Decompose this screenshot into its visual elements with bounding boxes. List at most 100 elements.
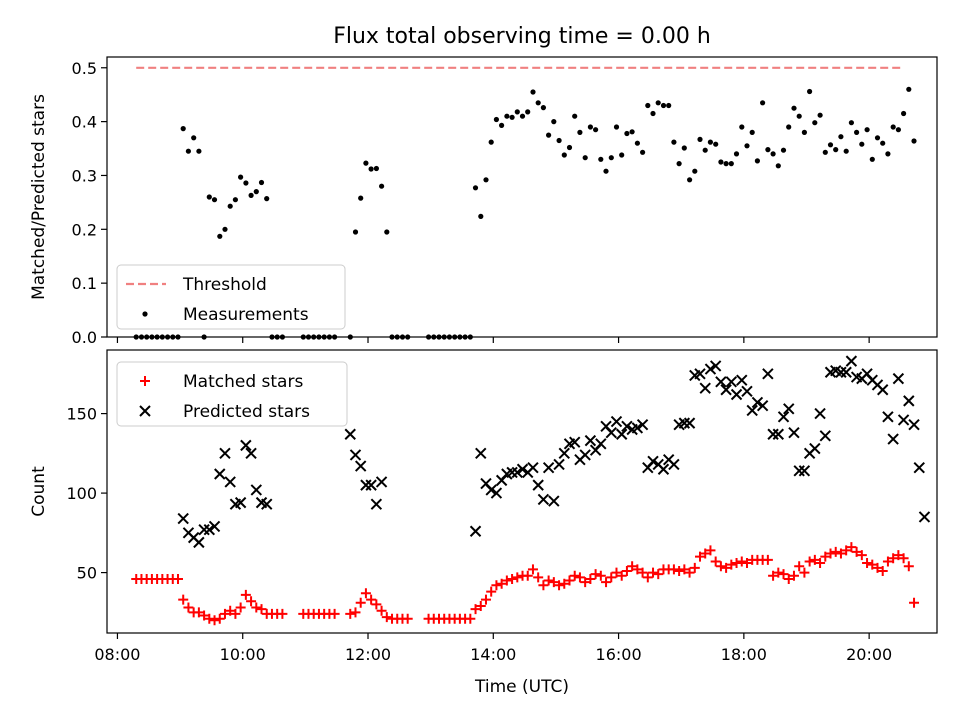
matched-star-point: [209, 615, 220, 626]
predicted-star-point: [793, 465, 805, 477]
measurement-point: [817, 112, 823, 118]
measurement-point: [848, 120, 855, 126]
measurement-point: [702, 147, 708, 153]
series-predicted-stars: [177, 355, 931, 549]
measurement-point: [519, 113, 526, 119]
measurement-point: [384, 229, 390, 235]
measurement-point: [645, 102, 651, 109]
matched-star-point: [256, 604, 267, 615]
predicted-star-point: [809, 442, 821, 455]
predicted-star-point: [360, 479, 372, 491]
predicted-star-point: [699, 382, 711, 394]
matched-star-point: [794, 561, 805, 572]
measurement-point: [253, 189, 259, 195]
predicted-star-point: [736, 374, 748, 386]
measurement-point: [833, 147, 839, 153]
measurement-point: [514, 109, 520, 115]
measurement-point: [838, 134, 844, 140]
measurement-point: [551, 119, 557, 125]
y-tick-label: 150: [66, 405, 97, 424]
y-tick-label: 100: [66, 484, 97, 503]
predicted-star-point: [354, 460, 367, 472]
measurement-point: [807, 88, 813, 95]
measurement-point: [624, 130, 630, 137]
matched-star-point: [710, 556, 721, 567]
matched-star-point: [627, 561, 638, 572]
x-tick-label: 16:00: [596, 645, 642, 664]
matched-star-point: [538, 580, 549, 591]
predicted-star-point: [798, 465, 811, 477]
matched-star-point: [199, 610, 210, 621]
measurement-point: [749, 129, 755, 135]
matched-star-point: [909, 597, 920, 608]
matched-star-point: [527, 564, 538, 575]
matched-star-point: [183, 602, 194, 613]
measurement-point: [859, 141, 865, 147]
matched-star-point: [240, 589, 251, 600]
measurement-point: [238, 174, 244, 180]
predicted-star-point: [506, 466, 518, 479]
matched-star-point: [501, 575, 512, 586]
measurement-point: [650, 110, 656, 117]
measurement-point: [185, 148, 191, 154]
measurement-point: [812, 120, 818, 126]
measurement-point: [363, 160, 369, 166]
matched-star-point: [522, 570, 533, 581]
measurement-point: [232, 197, 238, 203]
measurement-point: [619, 152, 625, 158]
predicted-star-point: [224, 476, 236, 488]
matched-star-point: [230, 608, 241, 619]
axes-frame: [106, 56, 938, 338]
predicted-star-point: [610, 415, 623, 428]
measurement-point: [577, 129, 583, 135]
matched-star-point: [851, 546, 862, 557]
predicted-star-point: [704, 363, 717, 375]
measurement-point: [707, 139, 714, 145]
predicted-star-point: [683, 417, 696, 429]
matched-star-point: [235, 602, 246, 613]
y-tick-label: 0.0: [72, 328, 97, 347]
legend: Threshold Measurements: [116, 264, 346, 330]
y-axis-label: Matched/Predicted stars: [29, 94, 49, 300]
measurement-point: [775, 163, 781, 169]
measurement-point: [499, 122, 505, 128]
predicted-star-point: [709, 360, 722, 372]
y-tick-label: 50: [77, 564, 97, 583]
predicted-star-point: [819, 430, 831, 442]
measurement-point: [697, 136, 703, 142]
measurement-point: [822, 149, 828, 155]
measurement-point: [546, 132, 552, 138]
measurement-point: [676, 161, 682, 167]
predicted-star-point: [569, 436, 581, 448]
predicted-star-point: [762, 368, 774, 380]
measurement-point: [556, 137, 562, 144]
matched-star-point: [376, 605, 387, 616]
measurement-point: [895, 127, 902, 133]
predicted-star-point: [668, 458, 680, 471]
predicted-star-point: [558, 447, 570, 460]
matched-star-point: [595, 570, 606, 581]
matched-star-point: [684, 567, 695, 578]
predicted-star-point: [584, 434, 597, 447]
measurement-point: [352, 229, 359, 235]
matched-star-point: [480, 594, 491, 605]
predicted-star-point: [647, 455, 659, 467]
measurement-point: [739, 124, 745, 130]
matched-star-point: [554, 580, 565, 591]
matched-star-point: [788, 570, 799, 581]
measurement-point: [890, 124, 896, 130]
legend-label: Measurements: [183, 305, 309, 325]
matched-star-point: [648, 567, 659, 578]
measurement-point: [906, 86, 912, 92]
measurement-point: [509, 114, 515, 120]
matched-star-point: [689, 562, 700, 573]
predicted-star-point: [527, 461, 539, 474]
measurement-point: [582, 155, 588, 161]
matched-star-point: [559, 578, 570, 589]
measurement-point: [608, 155, 614, 161]
matched-star-point: [507, 573, 518, 584]
matched-star-point: [606, 572, 617, 583]
measurement-point: [488, 139, 494, 145]
predicted-star-point: [344, 428, 356, 440]
